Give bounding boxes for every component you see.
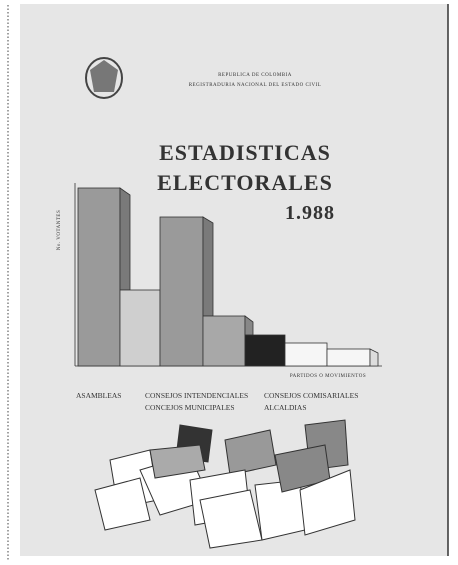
- decorative-chart: [74, 183, 382, 367]
- country: REPUBLICA DE COLOMBIA: [218, 73, 292, 78]
- title-line1: ESTADISTICAS: [159, 140, 331, 165]
- label: CONSEJOS INTENDENCIALES: [145, 391, 248, 400]
- label: CONSEJOS COMISARIALES: [264, 391, 358, 400]
- emblem: [85, 57, 123, 99]
- x-label: PARTIDOS O MOVIMIENTOS: [290, 374, 366, 379]
- label: ASAMBLEAS: [76, 391, 121, 400]
- label: CONCEJOS MUNICIPALES: [145, 403, 235, 412]
- envelopes: [94, 419, 356, 549]
- title-year: 1.988: [285, 202, 335, 224]
- institution: REGISTRADURIA NACIONAL DEL ESTADO CIVIL: [189, 83, 322, 88]
- title-line2: ELECTORALES: [157, 170, 333, 195]
- y-label: No. VOTANTES: [57, 210, 62, 251]
- label: ALCALDIAS: [264, 403, 307, 412]
